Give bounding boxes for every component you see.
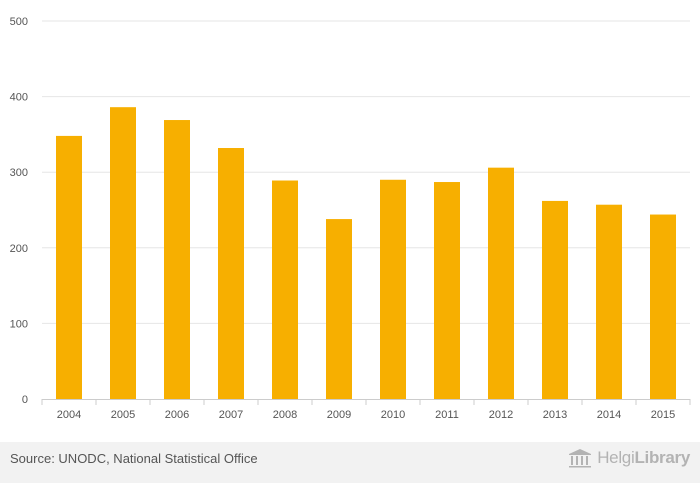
y-tick-label: 500 <box>10 16 28 28</box>
x-tick-label: 2012 <box>489 409 513 421</box>
y-tick-label: 100 <box>10 318 28 330</box>
brand-name: HelgiLibrary <box>597 448 690 468</box>
source-note: Source: UNODC, National Statistical Offi… <box>10 451 258 466</box>
bar-2006[interactable] <box>164 120 190 399</box>
y-tick-label: 300 <box>10 167 28 179</box>
y-axis-tick-labels: 0 100 200 300 400 500 <box>10 16 28 406</box>
bar-2009[interactable] <box>326 219 352 399</box>
y-tick-label: 0 <box>22 394 28 406</box>
bar-2010[interactable] <box>380 179 406 399</box>
x-tick-label: 2008 <box>273 409 297 421</box>
library-building-icon <box>569 449 592 468</box>
x-tick-label: 2005 <box>111 409 135 421</box>
x-axis-tick-labels: 2004 2005 2006 2007 2008 2009 2010 2011 2012 2013… <box>57 409 675 421</box>
y-tick-label: 200 <box>10 243 28 255</box>
brand-name-bold: Library <box>634 448 690 467</box>
x-tick-label: 2006 <box>165 409 189 421</box>
helgi-library-logo: HelgiLibrary <box>567 448 690 468</box>
x-tick-label: 2009 <box>327 409 351 421</box>
x-tick-label: 2011 <box>435 409 459 421</box>
bar-2013[interactable] <box>542 200 568 399</box>
bar-2008[interactable] <box>272 180 298 399</box>
x-tick-label: 2015 <box>651 409 675 421</box>
x-tick-label: 2013 <box>543 409 567 421</box>
bar-2012[interactable] <box>488 167 514 399</box>
bar-2004[interactable] <box>56 135 82 400</box>
chart-footer: Source: UNODC, National Statistical Offi… <box>0 442 700 483</box>
x-tick-label: 2014 <box>597 409 621 421</box>
grid-lines <box>42 20 690 324</box>
brand-name-thin: Helgi <box>597 448 635 467</box>
bar-2005[interactable] <box>110 107 136 400</box>
x-tick-label: 2010 <box>381 409 405 421</box>
bars <box>56 107 676 400</box>
x-axis <box>41 399 691 405</box>
bar-2014[interactable] <box>596 204 622 399</box>
bar-2011[interactable] <box>434 182 460 399</box>
y-tick-label: 400 <box>10 92 28 104</box>
bar-2015[interactable] <box>650 214 676 399</box>
x-tick-label: 2007 <box>219 409 243 421</box>
bar-2007[interactable] <box>218 148 244 399</box>
x-tick-label: 2004 <box>57 409 81 421</box>
